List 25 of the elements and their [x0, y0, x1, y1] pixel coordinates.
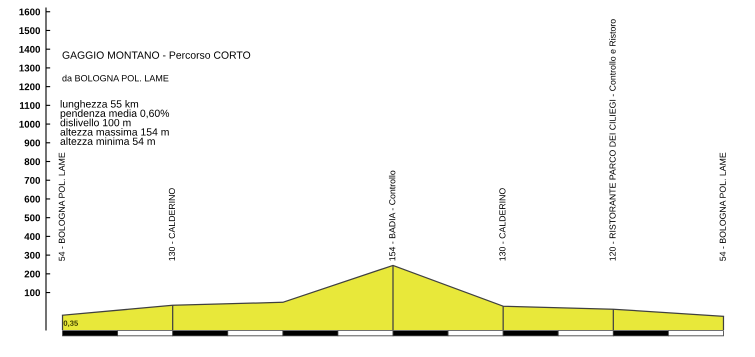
y-tick-label: 300: [24, 252, 40, 259]
y-tick-label: 100: [24, 289, 40, 296]
annotation: lunghezza 55 km pendenza media 0,60% dislivello 100 m altezza massima 154 m altezza minima 54 m: [60, 100, 170, 145]
x-tick-label: 120 - RISTORANTE PARCO DEI CILIEGI - Controllo e Ristoro: [609, 19, 616, 261]
x-tick-label: 54 - BOLOGNA POL. LAME: [720, 152, 726, 261]
y-tick-label: 1300: [19, 64, 40, 72]
y-tick-label: 1500: [19, 27, 40, 34]
y-tick-label: 200: [24, 270, 40, 278]
y-tick-label: 1600: [19, 8, 40, 16]
text: GAGGIO MONTANO - Percorso CORTO: [62, 51, 250, 59]
y-tick-label: 1000: [19, 120, 40, 128]
y-tick-label: 600: [24, 196, 40, 203]
y-tick-label: 900: [24, 140, 40, 146]
y-tick-label: 1200: [19, 83, 40, 90]
x-tick-label: 154 - BADIA - Controllo: [388, 170, 396, 261]
y-tick-label: 700: [24, 176, 40, 184]
y-tick-label: 400: [24, 233, 40, 240]
text: da BOLOGNA POL. LAME: [62, 74, 168, 82]
x-tick-label: 130 - CALDERINO: [499, 188, 506, 261]
y-tick-label: 500: [24, 214, 40, 222]
y-tick-label: 1400: [19, 46, 40, 53]
y-tick-label: 1100: [20, 102, 40, 109]
x-tick-label: 130 - CALDERINO: [168, 188, 176, 261]
x-tick-label: 54 - BOLOGNA POL. LAME: [58, 152, 65, 261]
y-tick-label: 800: [24, 158, 40, 166]
